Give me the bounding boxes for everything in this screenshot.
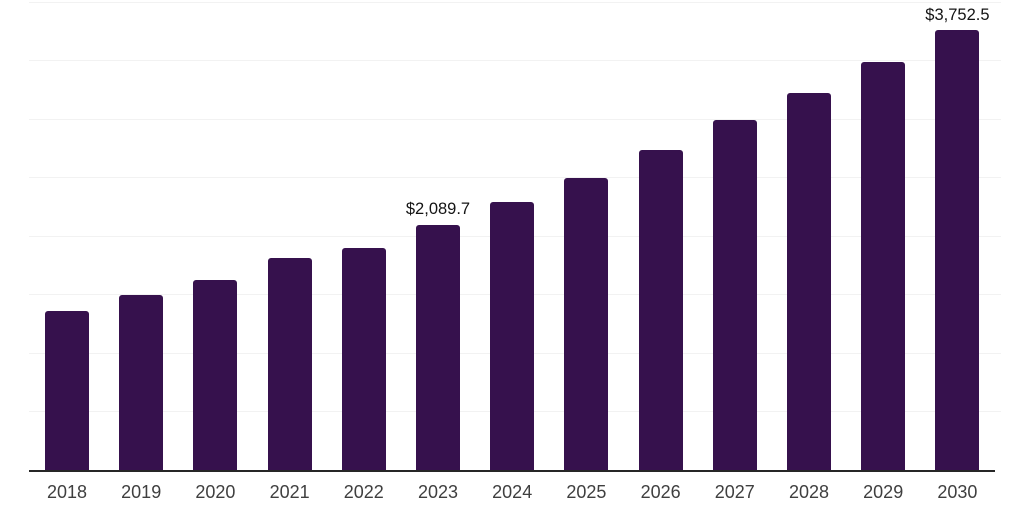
bar-2026 <box>638 150 683 470</box>
x-tick-label-2025: 2025 <box>566 482 607 502</box>
x-tick-label-2024: 2024 <box>492 482 533 502</box>
x-tick-label-2027: 2027 <box>714 482 755 502</box>
gridline-4000 <box>29 1 1001 3</box>
bar-2022 <box>341 248 386 470</box>
bar-2025 <box>564 177 609 470</box>
bar-2028 <box>787 93 831 470</box>
bar-2029 <box>861 62 906 470</box>
x-tick-label-2018: 2018 <box>46 482 88 502</box>
bar-2024 <box>490 202 535 470</box>
bar-2027 <box>712 120 757 470</box>
bar-2019 <box>119 295 164 470</box>
gridline-3000 <box>29 118 1001 120</box>
value-label-2023: $2,089.7 <box>405 200 471 219</box>
bar-2023 <box>416 225 460 470</box>
x-tick-label-2030: 2030 <box>937 482 978 502</box>
x-axis-line <box>29 470 995 472</box>
x-tick-label-2028: 2028 <box>788 482 830 502</box>
bar-2018 <box>45 310 89 470</box>
value-label-2030: $3,752.5 <box>925 5 990 24</box>
bar-2021 <box>267 258 312 470</box>
x-tick-label-2022: 2022 <box>343 482 384 502</box>
gridline-3500 <box>29 60 1001 62</box>
bar-2030 <box>935 30 980 470</box>
x-tick-label-2021: 2021 <box>269 482 310 502</box>
x-tick-label-2020: 2020 <box>195 482 236 502</box>
x-tick-label-2029: 2029 <box>863 482 904 502</box>
gridline-2500 <box>29 177 1001 179</box>
x-tick-label-2019: 2019 <box>121 482 162 502</box>
x-tick-label-2026: 2026 <box>640 482 681 502</box>
x-tick-label-2023: 2023 <box>417 482 459 502</box>
bar-2020 <box>193 280 238 470</box>
